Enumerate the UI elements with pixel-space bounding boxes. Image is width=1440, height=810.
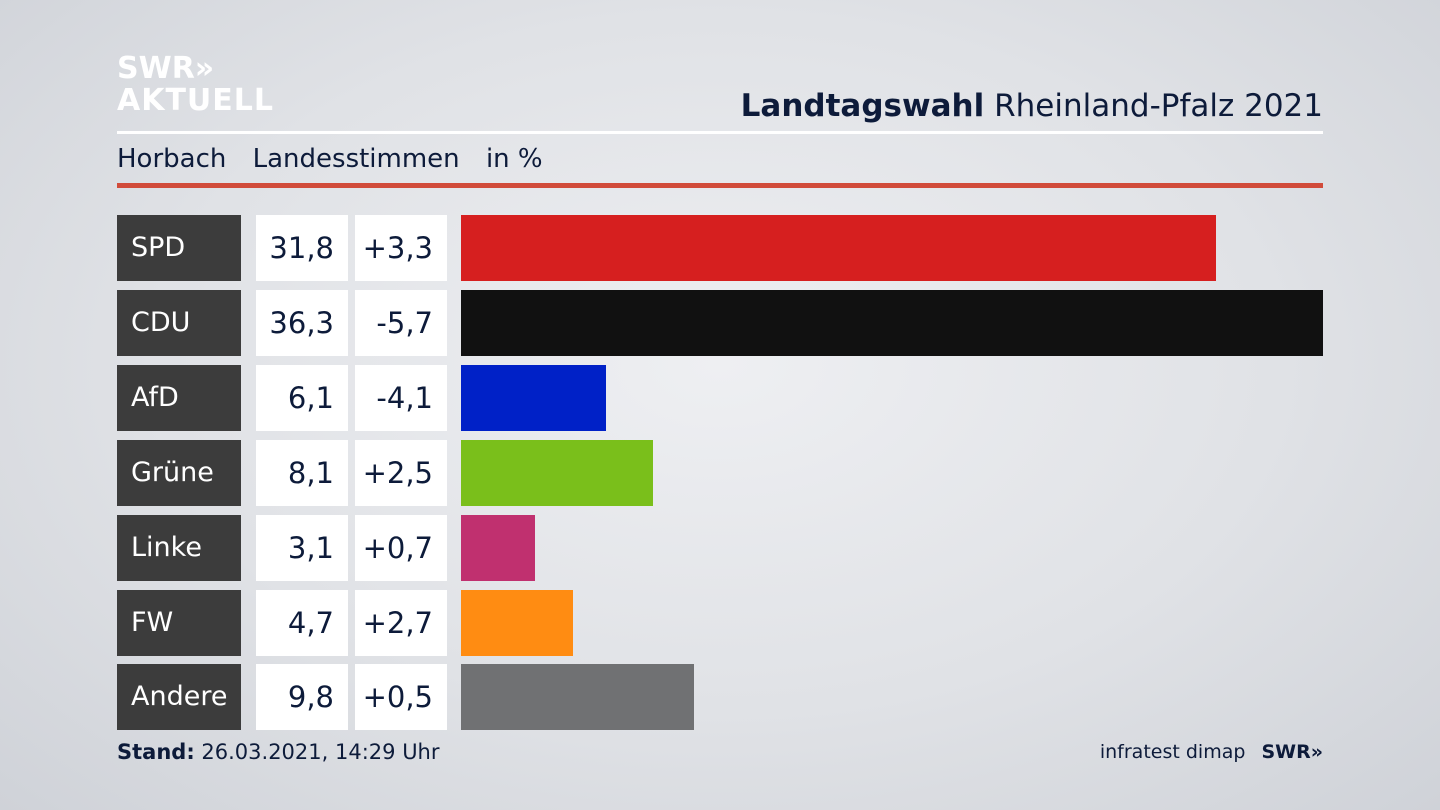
- stand-label: Stand:: [117, 740, 195, 764]
- footer-source: infratest dimap SWR»: [1100, 741, 1323, 763]
- bar-spd: [461, 215, 1217, 281]
- diff-value: +0,5: [355, 664, 447, 731]
- logo-line-1: SWR»: [117, 51, 215, 86]
- party-label: Linke: [117, 514, 241, 581]
- subtitle: Horbach Landesstimmen in %: [117, 144, 561, 174]
- percent-value: 6,1: [256, 364, 348, 431]
- subtitle-measure: Landesstimmen: [252, 144, 460, 174]
- bar-andere: [461, 664, 694, 731]
- diff-value: +0,7: [355, 514, 447, 581]
- diff-value: -4,1: [355, 364, 447, 431]
- swr-brand-logo: SWR»: [1261, 741, 1323, 763]
- header-divider: [117, 131, 1323, 134]
- party-label: CDU: [117, 289, 241, 356]
- percent-value: 8,1: [256, 439, 348, 506]
- subtitle-divider: [117, 183, 1323, 188]
- title-bold: Landtagswahl: [740, 88, 985, 124]
- party-label: Andere: [117, 664, 241, 731]
- subtitle-place: Horbach: [117, 144, 227, 174]
- logo-line-2: AKTUELL: [117, 83, 275, 118]
- party-label: SPD: [117, 215, 241, 281]
- party-label: FW: [117, 589, 241, 656]
- diff-value: +3,3: [355, 215, 447, 281]
- bar-grüne: [461, 439, 654, 506]
- party-label: Grüne: [117, 439, 241, 506]
- party-label: AfD: [117, 364, 241, 431]
- percent-value: 9,8: [256, 664, 348, 731]
- page-title: Landtagswahl Rheinland-Pfalz 2021: [741, 88, 1323, 124]
- bar-fw: [461, 589, 573, 656]
- source-label: infratest dimap: [1099, 741, 1246, 763]
- title-rest: Rheinland-Pfalz 2021: [994, 88, 1323, 124]
- bar-linke: [461, 514, 535, 581]
- diff-value: +2,5: [355, 439, 447, 506]
- subtitle-unit: in %: [485, 144, 543, 174]
- percent-value: 36,3: [256, 289, 348, 356]
- percent-value: 4,7: [256, 589, 348, 656]
- diff-value: -5,7: [355, 289, 447, 356]
- percent-value: 3,1: [256, 514, 348, 581]
- bar-afd: [461, 364, 606, 431]
- percent-value: 31,8: [256, 215, 348, 281]
- stand-value: 26.03.2021, 14:29 Uhr: [201, 740, 440, 764]
- swr-aktuell-logo: SWR» AKTUELL: [117, 54, 274, 116]
- footer-stand: Stand: 26.03.2021, 14:29 Uhr: [117, 740, 440, 764]
- bar-cdu: [461, 289, 1323, 356]
- diff-value: +2,7: [355, 589, 447, 656]
